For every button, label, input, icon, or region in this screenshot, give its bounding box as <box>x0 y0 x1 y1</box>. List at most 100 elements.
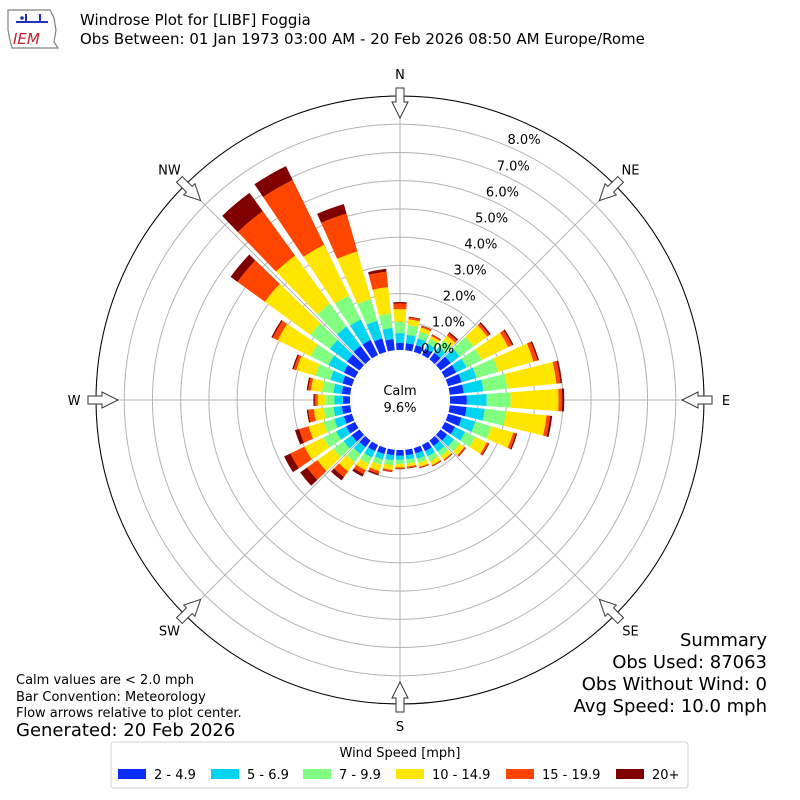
windrose-bar-segment <box>407 319 420 327</box>
windrose-bar-segment <box>310 323 338 350</box>
windrose-bar-segment <box>406 462 417 467</box>
windrose-bar-segment <box>333 441 350 458</box>
compass-label: NE <box>622 163 640 178</box>
grid-spoke <box>399 399 616 616</box>
windrose-bar-segment <box>341 385 352 395</box>
windrose-bar-segment <box>425 447 436 457</box>
windrose-bar-segment <box>480 442 489 456</box>
windrose-bar-segment <box>277 323 318 357</box>
windrose-bar-segment <box>448 384 464 395</box>
windrose-bar-segment <box>353 345 371 365</box>
windrose-bar-segment <box>293 354 302 371</box>
windrose-bar-segment <box>290 446 312 469</box>
chart-subtitle: Obs Between: 01 Jan 1973 03:00 AM - 20 F… <box>80 30 645 48</box>
summary-avg-speed: Avg Speed: 10.0 mph <box>574 696 767 717</box>
windrose-bar-segment <box>443 453 452 461</box>
windrose-bar-segment <box>451 358 467 373</box>
windrose-bar-segment <box>317 303 347 335</box>
windrose-bar-segment <box>486 426 514 448</box>
windrose-bar-segment <box>431 460 442 466</box>
radial-tick-label: 1.0% <box>432 316 465 331</box>
windrose-bar-segment <box>292 354 299 370</box>
flow-arrow <box>87 391 120 409</box>
windrose-bar-segment <box>334 295 361 326</box>
windrose-bar-segment <box>406 464 417 468</box>
windrose-bar-segment <box>310 378 325 392</box>
windrose-bars <box>222 166 565 486</box>
windrose-bar-segment <box>510 388 559 412</box>
windrose-bar-segment <box>308 409 316 423</box>
windrose-bar-segment <box>384 458 394 466</box>
windrose-bar-segment <box>310 344 334 366</box>
windrose-bar-segment <box>393 302 407 304</box>
flow-arrow <box>598 598 625 625</box>
windrose-bar-segment <box>343 435 357 449</box>
windrose-bar-segment <box>271 319 283 338</box>
windrose-bar-segment <box>437 446 449 457</box>
windrose-bar-segment <box>429 352 441 365</box>
windrose-bar-segment <box>464 406 485 421</box>
windrose-bar-segment <box>342 375 355 387</box>
compass-label: NW <box>158 163 181 178</box>
windrose-bar-segment <box>222 192 263 233</box>
windrose-bar-segment <box>300 467 318 486</box>
radial-tick-label: 4.0% <box>464 238 497 253</box>
windrose-bar-segment <box>382 468 393 472</box>
windrose-bar-segment <box>377 445 387 455</box>
windrose-bar-segment <box>343 364 359 379</box>
windrose-bar-segment <box>503 329 514 346</box>
windrose-bar-segment <box>416 455 427 463</box>
compass-label: S <box>396 720 404 735</box>
chart-title: Windrose Plot for [LIBF] Foggia <box>80 11 311 29</box>
legend-swatch <box>118 769 146 779</box>
windrose-bar-segment <box>230 254 256 282</box>
note-calm: Calm values are < 2.0 mph <box>16 673 194 688</box>
windrose-bar-segment <box>306 377 311 391</box>
windrose-bar-segment <box>337 251 372 305</box>
windrose-bar-segment <box>425 343 436 353</box>
windrose-bar-segment <box>313 408 326 421</box>
windrose-bar-segment <box>450 426 466 441</box>
windrose-bar-segment <box>314 394 318 406</box>
windrose-bar-segment <box>306 409 311 423</box>
radial-tick-label: 7.0% <box>497 159 530 174</box>
windrose-bar-segment <box>445 373 462 387</box>
windrose-bar-segment <box>446 333 458 343</box>
windrose-bar-segment <box>359 435 371 448</box>
windrose-bar-segment <box>461 349 482 368</box>
windrose-bar-segment <box>346 354 365 371</box>
windrose-bar-segment <box>374 451 385 460</box>
windrose-bar-segment <box>406 458 416 464</box>
windrose-bar-segment <box>405 453 415 460</box>
windrose-bar-segment <box>552 360 561 384</box>
windrose-bar-segment <box>385 453 395 461</box>
iem-logo: IEM <box>7 9 60 49</box>
radial-tick-label: 5.0% <box>475 211 508 226</box>
windrose-bar-segment <box>308 377 314 391</box>
windrose-bar-segment <box>237 260 280 302</box>
windrose-bar-segment <box>405 448 414 456</box>
windrose-bar-segment <box>395 463 405 468</box>
compass-label: W <box>68 394 81 409</box>
compass-label: N <box>395 68 405 83</box>
windrose-bar-segment <box>448 332 459 341</box>
windrose-bar-segment <box>458 447 467 457</box>
windrose-bar-segment <box>382 469 393 473</box>
radial-tick-label: 8.0% <box>508 133 541 148</box>
windrose-bar-segment <box>343 413 355 424</box>
windrose-bar-segment <box>472 358 499 379</box>
windrose-bar-segment <box>432 460 442 467</box>
windrose-bar-segment <box>434 346 446 358</box>
note-bar-convention: Bar Convention: Meteorology <box>16 690 206 705</box>
windrose-bar-segment <box>349 319 371 345</box>
windrose-bar-segment <box>328 355 349 373</box>
windrose-bar-segment <box>379 313 393 330</box>
windrose-bar-segment <box>413 445 423 454</box>
radial-tick-label: 0.0% <box>421 342 454 357</box>
radial-tick-labels: 0.0% 1.0% 2.0% 3.0% 4.0% 5.0% 6.0% 7.0% 8.0% <box>421 133 540 357</box>
windrose-bar-segment <box>475 332 509 361</box>
windrose-bar-segment <box>369 461 382 472</box>
windrose-bar-segment <box>323 406 336 419</box>
windrose-bar-segment <box>503 411 547 436</box>
flow-arrows <box>87 87 713 713</box>
